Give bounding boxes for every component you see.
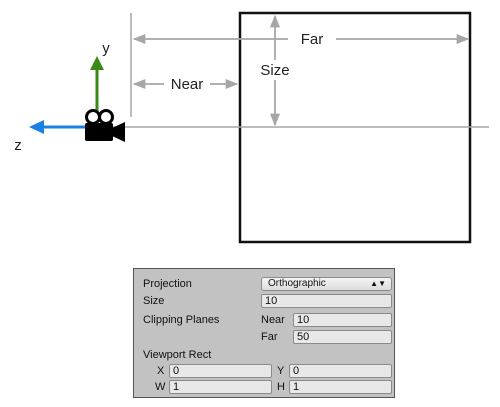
far-label-bg <box>288 29 336 49</box>
viewport-w-label: W <box>155 381 166 393</box>
near-field-label: Near <box>261 314 285 326</box>
size-input[interactable]: 10 <box>261 294 392 308</box>
projection-value: Orthographic <box>268 278 326 289</box>
z-axis-arrowhead <box>29 120 44 134</box>
y-axis-label: y <box>102 40 110 57</box>
viewport-x-label: X <box>157 365 165 377</box>
near-input[interactable]: 10 <box>293 313 392 327</box>
size-field-label: Size <box>143 295 165 307</box>
viewport-rect-label: Viewport Rect <box>143 349 212 361</box>
size-label-bg <box>256 60 294 80</box>
projection-label: Projection <box>143 278 192 290</box>
size-label: Size <box>260 62 289 79</box>
clipping-planes-label: Clipping Planes <box>143 314 220 326</box>
far-field-label: Far <box>261 331 278 343</box>
y-axis-arrowhead <box>90 56 104 70</box>
far-input[interactable]: 50 <box>293 330 392 344</box>
camera-inspector-panel: Projection Orthographic ▲▼ Size 10 Clipp… <box>133 268 395 398</box>
viewport-x-input[interactable]: 0 <box>169 364 272 378</box>
z-axis-label: z <box>14 137 22 154</box>
near-label-bg <box>164 73 210 95</box>
viewport-h-label: H <box>277 381 285 393</box>
camera-icon <box>85 109 125 142</box>
far-label: Far <box>301 31 324 48</box>
near-label: Near <box>171 76 204 93</box>
dropdown-updown-icon: ▲▼ <box>370 279 386 288</box>
viewport-y-input[interactable]: 0 <box>289 364 392 378</box>
viewport-y-label: Y <box>277 365 285 377</box>
projection-dropdown[interactable]: Orthographic ▲▼ <box>261 277 392 291</box>
viewport-h-input[interactable]: 1 <box>289 380 392 394</box>
viewport-w-input[interactable]: 1 <box>169 380 272 394</box>
